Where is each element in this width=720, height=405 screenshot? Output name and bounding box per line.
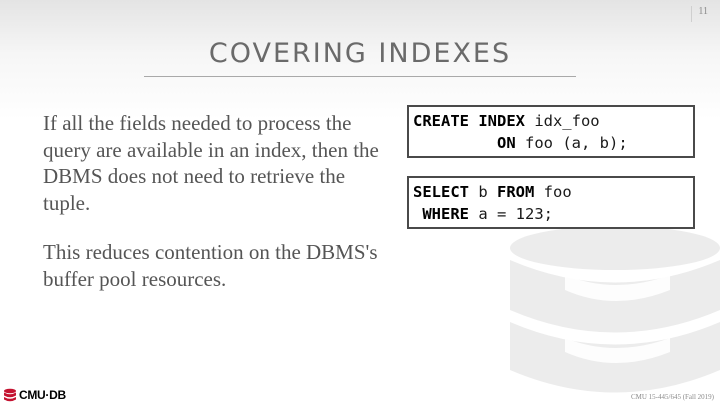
database-watermark-icon (510, 226, 720, 393)
code-text: b (469, 183, 497, 201)
title-divider (144, 76, 576, 77)
code-indent (413, 134, 497, 152)
code-text: foo (a, b); (515, 134, 628, 152)
page-number: 11 (691, 6, 708, 22)
slide-title: COVERING INDEXES (208, 38, 512, 69)
select-query-code-box: SELECT b FROM foo WHERE a = 123; (407, 176, 695, 229)
header-background (0, 0, 720, 120)
body-text: If all the fields needed to process the … (43, 110, 388, 315)
code-keyword: SELECT (413, 183, 469, 201)
cmu-db-logo: CMU·DB (3, 387, 66, 403)
paragraph-buffer-pool: This reduces contention on the DBMS's bu… (43, 240, 378, 291)
course-label: CMU 15-445/645 (Fall 2019) (630, 393, 714, 401)
code-keyword: FROM (497, 183, 535, 201)
database-logo-icon (4, 388, 16, 402)
code-text: idx_foo (524, 112, 600, 130)
paragraph-covering-index: If all the fields needed to process the … (43, 111, 379, 215)
code-keyword: ON (497, 134, 516, 152)
create-index-code-box: CREATE INDEX idx_foo ON foo (a, b); (407, 105, 695, 158)
code-indent (413, 205, 422, 223)
code-keyword: CREATE INDEX (413, 112, 525, 130)
code-keyword: WHERE (422, 205, 470, 223)
logo-text: CMU·DB (19, 388, 66, 402)
code-text: a = 123; (469, 205, 554, 223)
code-text: foo (534, 183, 572, 201)
